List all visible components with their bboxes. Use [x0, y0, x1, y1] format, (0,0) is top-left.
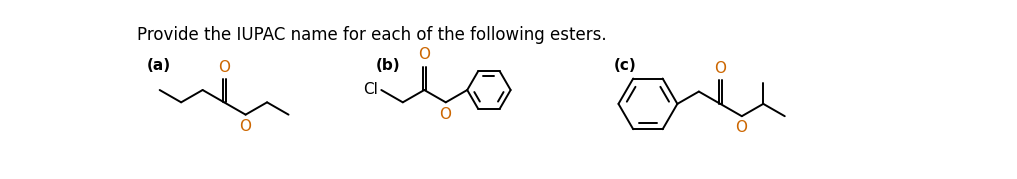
Text: (a): (a): [146, 58, 171, 73]
Text: O: O: [439, 107, 451, 122]
Text: Provide the IUPAC name for each of the following esters.: Provide the IUPAC name for each of the f…: [136, 26, 606, 44]
Text: Cl: Cl: [363, 82, 378, 97]
Text: (c): (c): [613, 58, 637, 73]
Text: O: O: [714, 61, 726, 76]
Text: O: O: [418, 47, 430, 62]
Text: O: O: [218, 60, 230, 75]
Text: (b): (b): [375, 58, 400, 73]
Text: O: O: [735, 120, 747, 136]
Text: O: O: [239, 119, 251, 134]
